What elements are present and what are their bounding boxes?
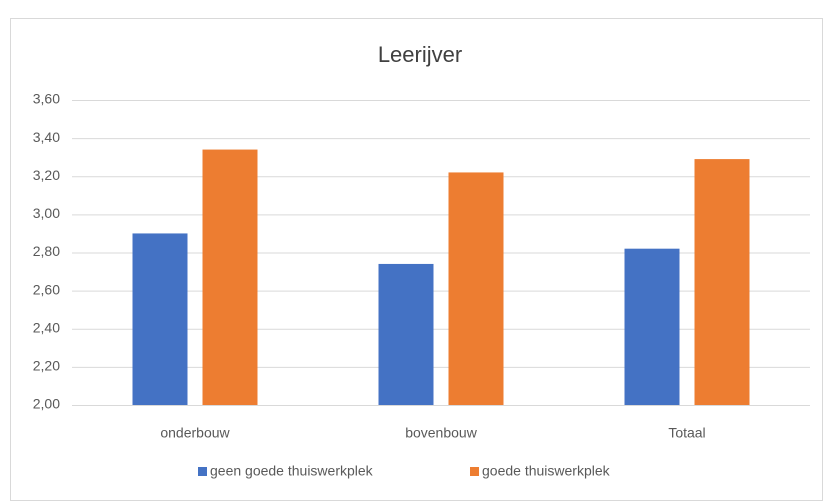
bar bbox=[448, 172, 504, 405]
bar bbox=[202, 149, 258, 405]
y-tick-label: 2,60 bbox=[33, 281, 60, 297]
legend-label: goede thuiswerkplek bbox=[482, 463, 611, 479]
y-tick-label: 2,00 bbox=[33, 396, 60, 412]
y-tick-label: 2,40 bbox=[33, 319, 60, 335]
x-tick-label: Totaal bbox=[668, 425, 705, 441]
y-tick-label: 3,00 bbox=[33, 205, 60, 221]
chart-title: Leerijver bbox=[378, 42, 462, 67]
bar bbox=[694, 159, 750, 405]
bar bbox=[132, 233, 188, 405]
y-tick-label: 2,20 bbox=[33, 358, 60, 374]
bar bbox=[624, 248, 680, 405]
legend-swatch bbox=[470, 467, 479, 476]
x-tick-label: onderbouw bbox=[160, 425, 230, 441]
y-tick-label: 3,40 bbox=[33, 129, 60, 145]
x-tick-label: bovenbouw bbox=[405, 425, 478, 441]
legend-label: geen goede thuiswerkplek bbox=[210, 463, 374, 479]
legend-swatch bbox=[198, 467, 207, 476]
y-tick-label: 2,80 bbox=[33, 243, 60, 259]
y-tick-label: 3,20 bbox=[33, 167, 60, 183]
y-tick-label: 3,60 bbox=[33, 91, 60, 107]
bar bbox=[378, 263, 434, 405]
